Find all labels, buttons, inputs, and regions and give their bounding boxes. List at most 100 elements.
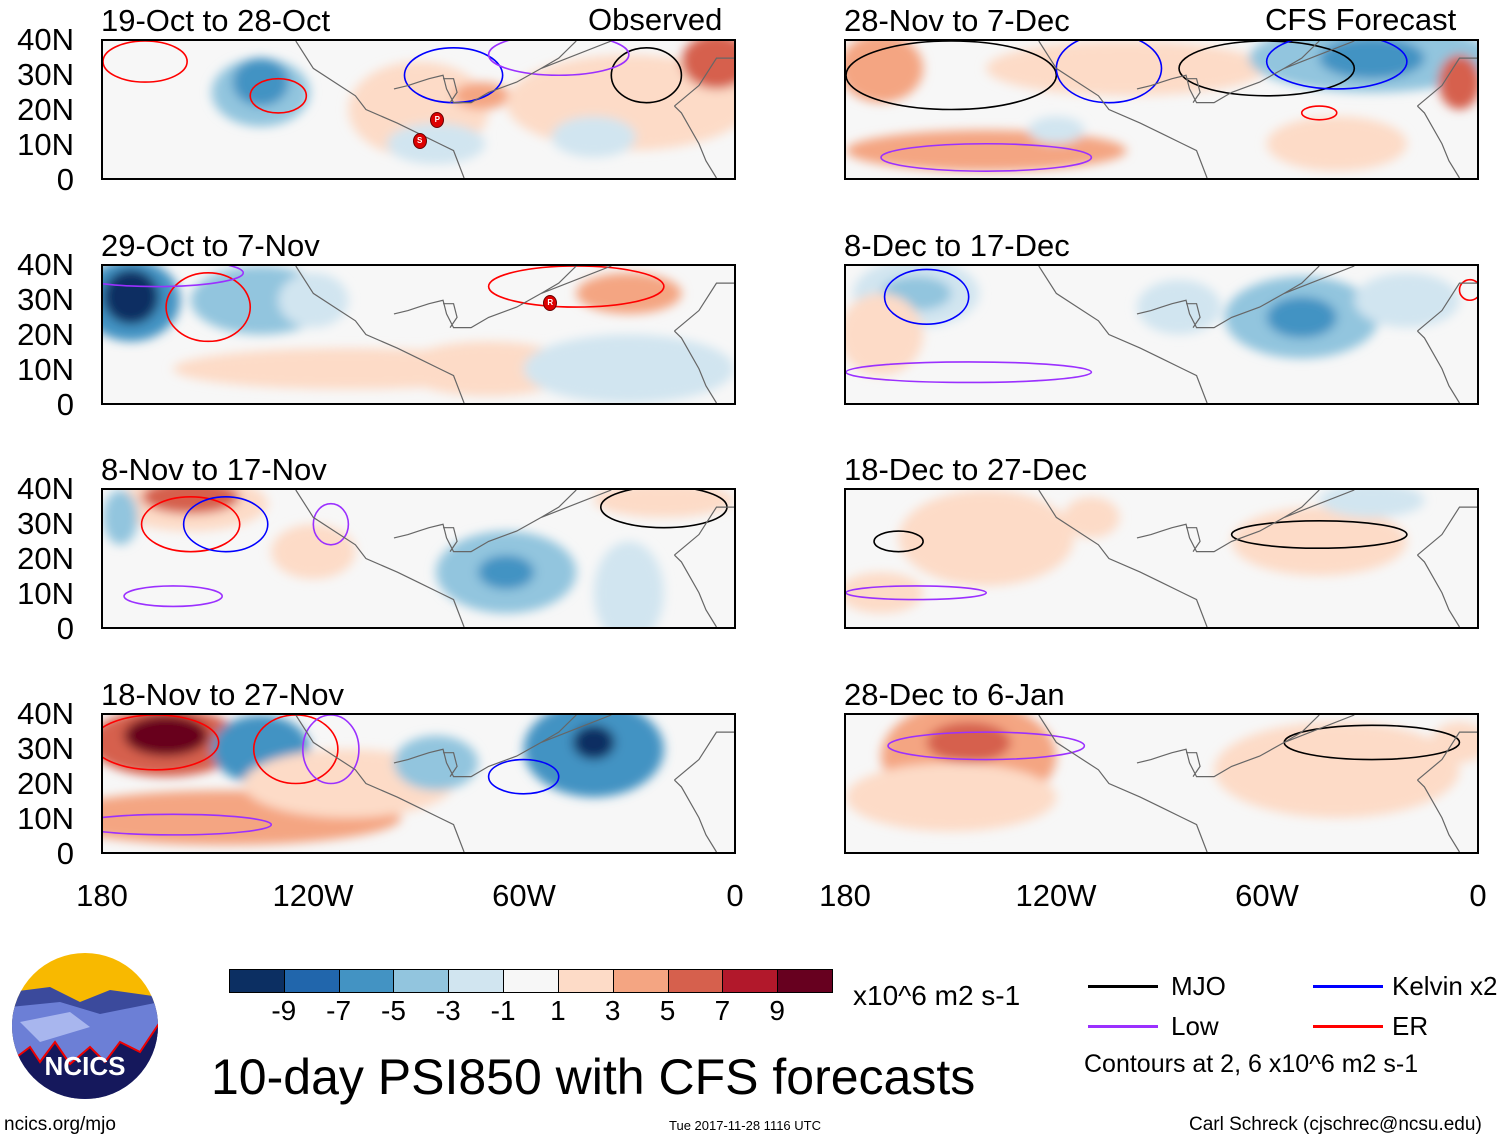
anomaly-shading [173,348,524,390]
coastline [296,266,734,403]
x-tick: 180 [76,878,128,913]
anomaly-shading [393,735,479,791]
wave-contour [874,531,923,552]
anomaly-shading [926,721,1011,763]
colorbar-swatch [338,969,395,993]
y-tick: 30N [17,731,74,766]
y-tick: 0 [56,162,74,197]
colorbar-label: 3 [604,995,621,1026]
wave-contour [885,269,969,324]
footer-author: Carl Schreck (cjschrec@ncsu.edu) [1189,1114,1482,1135]
cfs-forecast-label: CFS Forecast [1265,2,1457,37]
wave-contour [142,497,240,552]
panel-title: 8-Dec to 17-Dec [844,228,1070,263]
anomaly-shading [551,116,636,158]
wave-contour [250,79,306,113]
anomaly-shading [1063,496,1120,538]
y-tick: 10N [17,352,74,387]
coastline [1039,41,1477,178]
wave-contour [1459,280,1477,301]
map-panel [844,488,1479,629]
panel-title: 19-Oct to 28-Oct [101,3,331,38]
anomaly-shading [386,123,486,165]
map-panel [844,39,1479,180]
logo-text: NCICS [45,1051,126,1081]
colorbar-label: -9 [271,995,297,1026]
wave-contour [184,497,268,552]
y-tick: 40N [17,247,74,282]
wave-contour [1179,41,1354,96]
y-tick: 0 [56,836,74,871]
colorbar-swatch [503,969,559,993]
y-tick: 20N [17,766,74,801]
colorbar-swatch [722,969,779,993]
panel-title: 18-Nov to 27-Nov [101,677,344,712]
colorbar-label: 7 [714,995,731,1026]
anomaly-shading [124,715,209,757]
colorbar-label: -5 [381,995,406,1026]
wave-contour [124,586,222,607]
storm-marker: R [543,295,558,311]
colorbar-units: x10^6 m2 s-1 [853,980,1021,1011]
anomaly-shading [141,490,240,514]
wave-contour [846,586,986,600]
wave-contour [1232,521,1407,548]
colorbar-label: 5 [659,995,676,1026]
anomaly-shading [1214,721,1460,818]
y-tick: 10N [17,801,74,836]
map-panel [101,264,736,405]
coastline [1039,715,1477,852]
colorbar-swatch [393,969,450,993]
anomaly-shading [846,293,924,376]
storm-marker: P [430,112,445,128]
y-tick: 40N [17,22,74,57]
wave-contour [103,41,187,82]
footer-url: ncics.org/mjo [4,1114,116,1135]
anomaly-shading [103,269,160,325]
y-tick: 0 [56,387,74,422]
wave-contour [166,273,250,342]
colorbar-swatch [557,969,614,993]
panel-title: 18-Dec to 27-Dec [844,452,1087,487]
coastline [1039,490,1477,627]
anomaly-shading [1136,279,1222,335]
anomaly-shading [1231,507,1407,576]
anomaly-shading [1266,296,1337,338]
y-tick: 30N [17,506,74,541]
coastline [296,715,734,852]
anomaly-shading [576,272,682,314]
map-panel [844,264,1479,405]
legend-label-mjo: MJO [1171,971,1226,1001]
panel-title: 29-Oct to 7-Nov [101,228,320,263]
map-panel [101,39,736,180]
wave-contour [103,715,219,770]
footer-timestamp: Tue 2017-11-28 1116 UTC [669,1118,821,1133]
y-tick: 30N [17,57,74,92]
anomaly-shading [271,524,356,580]
coastline [1039,266,1477,403]
anomaly-shading [278,272,349,328]
y-tick: 20N [17,317,74,352]
y-tick: 10N [17,576,74,611]
observed-label: Observed [588,2,723,37]
wave-contour [254,715,338,784]
wave-contour [1302,106,1337,120]
map-panel [844,713,1479,854]
y-tick: 0 [56,611,74,646]
map-panel [101,713,736,854]
y-tick: 40N [17,471,74,506]
anomaly-shading [1028,116,1085,144]
anomaly-shading [1319,490,1425,518]
anomaly-shading [1319,41,1425,79]
y-tick: 30N [17,282,74,317]
anomaly-shading [846,41,924,103]
legend-label-er: ER [1392,1011,1429,1041]
coastline [296,41,734,178]
x-tick: 120W [1015,878,1097,913]
colorbar-label: 9 [769,995,785,1026]
wave-contour [611,48,681,103]
x-tick: 0 [726,878,744,913]
anomaly-shading [1354,272,1460,328]
map-panel [101,488,736,629]
x-tick: 60W [492,878,556,913]
